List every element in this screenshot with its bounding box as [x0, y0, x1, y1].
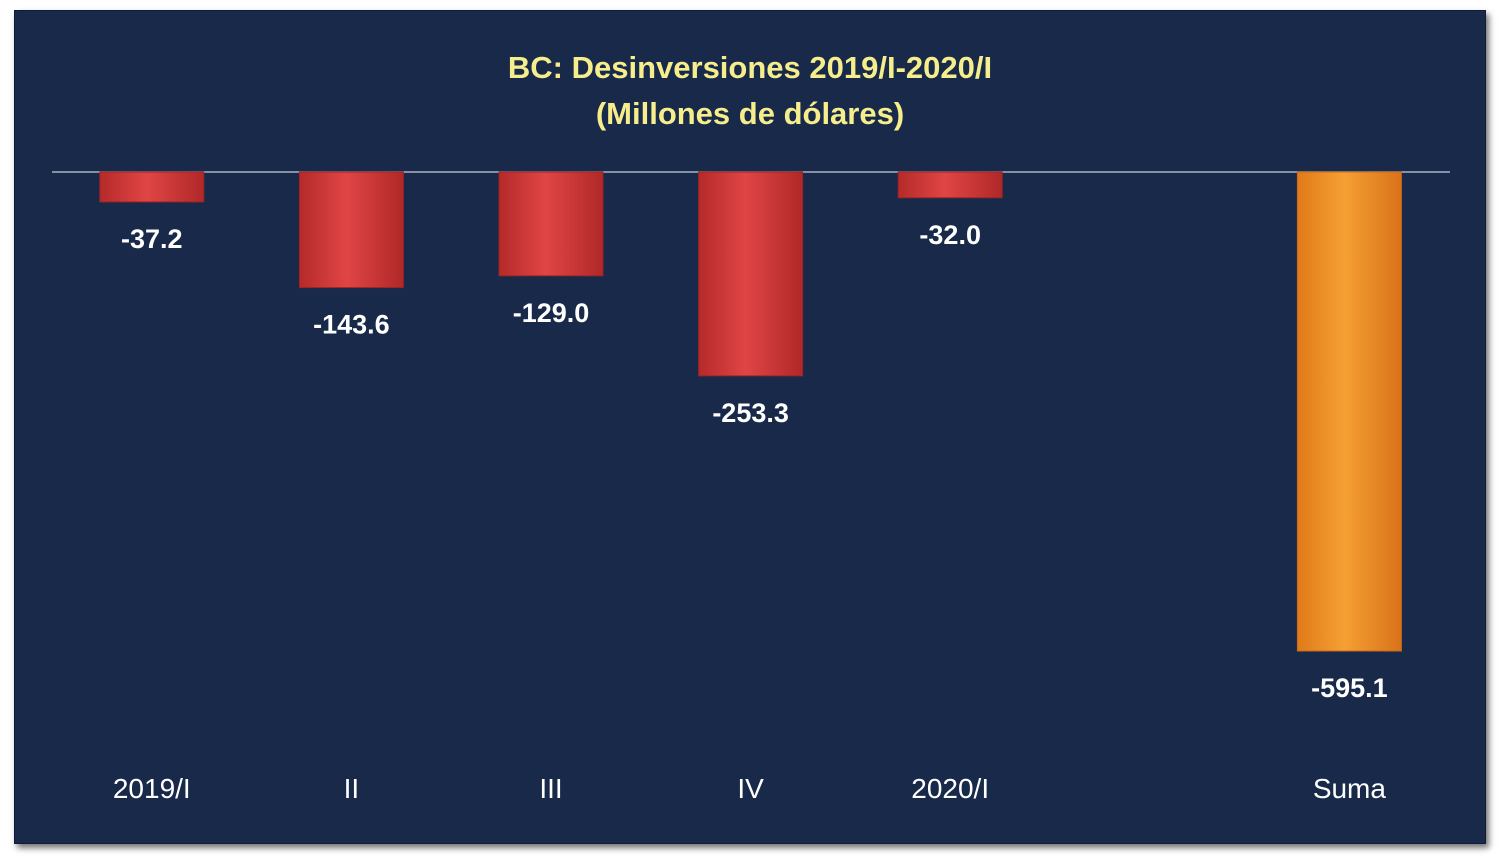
bar-iii — [498, 171, 604, 277]
bar-suma — [1296, 171, 1402, 652]
value-label: -32.0 — [919, 220, 981, 250]
chart-title: BC: Desinversiones 2019/I-2020/I — [507, 50, 993, 85]
value-label: -595.1 — [1311, 673, 1388, 703]
bar-ii — [298, 171, 404, 289]
value-label: -37.2 — [121, 224, 183, 254]
category-label: IV — [737, 773, 764, 804]
bar-2020-i — [897, 171, 1003, 199]
category-label: 2020/I — [911, 773, 989, 804]
chart-subtitle: (Millones de dólares) — [595, 96, 905, 131]
category-label: Suma — [1313, 773, 1387, 804]
category-label: III — [539, 773, 562, 804]
category-label: II — [344, 773, 360, 804]
category-label: 2019/I — [113, 773, 191, 804]
value-label: -129.0 — [513, 298, 590, 328]
value-label: -143.6 — [313, 310, 390, 340]
chart-frame: BC: Desinversiones 2019/I-2020/I (Millon… — [14, 10, 1486, 844]
value-label: -253.3 — [712, 398, 789, 428]
bar-iv — [698, 171, 804, 377]
bar-2019-i — [99, 171, 205, 203]
